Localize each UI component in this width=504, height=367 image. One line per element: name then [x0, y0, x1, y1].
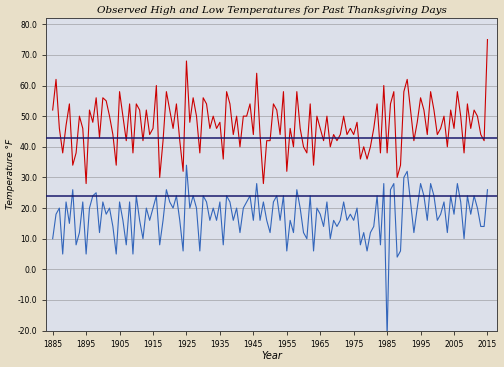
X-axis label: Year: Year — [261, 352, 282, 361]
Title: Observed High and Low Temperatures for Past Thanksgiving Days: Observed High and Low Temperatures for P… — [97, 6, 447, 15]
Y-axis label: Temperature °F: Temperature °F — [6, 139, 15, 210]
